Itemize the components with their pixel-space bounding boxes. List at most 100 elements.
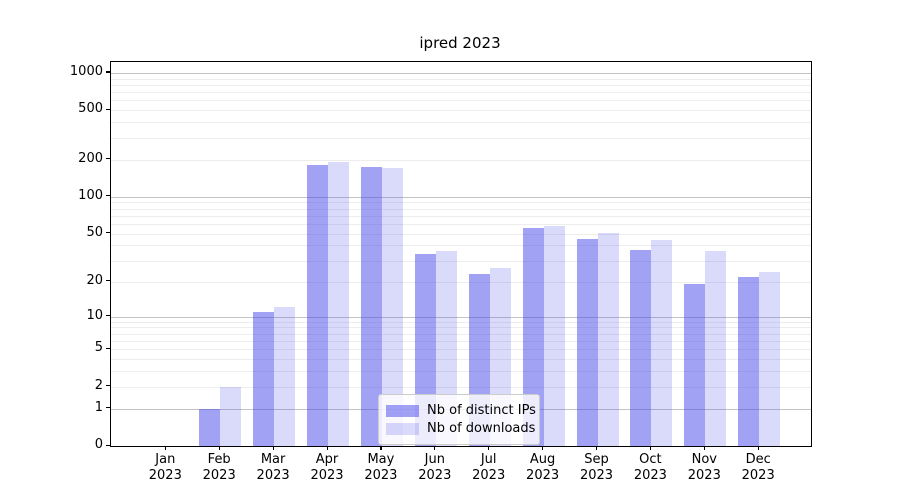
bar-oct-series0: [630, 249, 652, 446]
gridline-minor-40: [111, 245, 811, 247]
bar-nov-series1: [705, 251, 727, 446]
x-tick-month: Aug: [529, 452, 556, 467]
y-tick-50: [106, 232, 110, 234]
x-tick-aug: [542, 446, 544, 450]
x-tick-year: 2023: [364, 468, 398, 483]
bar-sep-series0: [576, 239, 598, 446]
x-tick-year: 2023: [310, 468, 344, 483]
y-tick-label-1: 1: [94, 399, 103, 415]
x-tick-year: 2023: [526, 468, 560, 483]
y-tick-5: [106, 347, 110, 349]
gridline-minor-200: [111, 159, 811, 161]
bar-mar-series0: [253, 311, 275, 446]
chart-title: ipred 2023: [419, 34, 501, 52]
bar-mar-series1: [274, 307, 296, 446]
y-tick-20: [106, 280, 110, 282]
bar-apr-series1: [328, 162, 349, 446]
y-tick-label-2: 2: [94, 377, 103, 393]
x-tick-label-oct: Oct 2023: [618, 452, 682, 484]
gridline-minor-300: [111, 137, 811, 139]
x-tick-sep: [596, 446, 598, 450]
x-tick-year: 2023: [148, 468, 182, 483]
legend-label-distinct-ips: Nb of distinct IPs: [427, 403, 536, 418]
legend-item-distinct-ips: Nb of distinct IPs: [386, 402, 536, 419]
x-tick-dec: [757, 446, 759, 450]
x-tick-label-sep: Sep 2023: [565, 452, 629, 484]
gridline-minor-7: [111, 333, 811, 335]
bar-oct-series1: [651, 240, 673, 446]
gridline-minor-80: [111, 208, 811, 210]
x-tick-month: Apr: [315, 452, 339, 467]
x-tick-jan: [164, 446, 166, 450]
bar-apr-series0: [307, 164, 328, 446]
y-tick-label-1000: 1000: [69, 63, 103, 79]
x-tick-label-feb: Feb 2023: [187, 452, 251, 484]
x-tick-month: Nov: [691, 452, 717, 467]
x-tick-may: [380, 446, 382, 450]
gridline-major-1000: [111, 72, 811, 74]
y-tick-label-20: 20: [86, 272, 103, 288]
gridline-major-100: [111, 196, 811, 198]
x-tick-oct: [649, 446, 652, 450]
y-tick-label-10: 10: [86, 307, 103, 323]
x-tick-label-aug: Aug 2023: [511, 452, 575, 484]
x-tick-jun: [434, 446, 436, 450]
bar-feb-series1: [220, 386, 242, 446]
x-tick-month: Sep: [584, 452, 609, 467]
x-tick-mar: [272, 446, 274, 450]
gridline-minor-5: [111, 349, 811, 351]
gridline-minor-800: [111, 84, 811, 86]
x-tick-label-jun: Jun 2023: [403, 452, 467, 484]
bar-may-series1: [381, 168, 403, 446]
y-tick-label-200: 200: [78, 150, 103, 166]
bar-sep-series1: [597, 232, 619, 446]
y-tick-label-500: 500: [78, 101, 103, 117]
gridline-minor-50: [111, 233, 811, 235]
gridline-minor-3: [111, 371, 811, 373]
x-tick-label-jul: Jul 2023: [457, 452, 521, 484]
legend-swatch-downloads: [386, 422, 419, 435]
bar-dec-series1: [759, 272, 781, 446]
gridline-minor-90: [111, 202, 811, 204]
bar-may-series0: [360, 167, 382, 446]
x-tick-label-mar: Mar 2023: [241, 452, 305, 484]
x-tick-apr: [326, 446, 328, 450]
gridline-minor-20: [111, 281, 811, 283]
y-tick-200: [106, 158, 110, 160]
y-tick-label-5: 5: [94, 340, 103, 356]
x-tick-year: 2023: [202, 468, 236, 483]
x-tick-feb: [218, 446, 220, 450]
legend-label-downloads: Nb of downloads: [427, 421, 536, 436]
x-tick-label-dec: Dec 2023: [726, 452, 790, 484]
x-tick-label-jan: Jan 2023: [133, 452, 197, 484]
bar-dec-series0: [738, 276, 760, 446]
gridline-minor-4: [111, 359, 811, 361]
x-tick-month: Dec: [745, 452, 771, 467]
gridline-major-10: [111, 316, 811, 318]
y-tick-1: [106, 407, 110, 409]
x-tick-year: 2023: [687, 468, 721, 483]
x-tick-label-may: May 2023: [349, 452, 413, 484]
x-tick-month: Jan: [155, 452, 176, 467]
gridline-minor-30: [111, 260, 811, 262]
y-tick-label-0: 0: [94, 437, 103, 452]
x-tick-label-apr: Apr 2023: [295, 452, 359, 484]
x-tick-month: Mar: [260, 452, 286, 467]
gridline-minor-400: [111, 122, 811, 124]
gridline-minor-900: [111, 78, 811, 80]
gridline-minor-60: [111, 224, 811, 225]
gridline-minor-9: [111, 321, 811, 323]
x-tick-year: 2023: [256, 468, 290, 483]
gridline-minor-6: [111, 340, 811, 342]
gridline-minor-600: [111, 100, 811, 102]
y-tick-label-50: 50: [86, 224, 103, 240]
bar-nov-series0: [684, 284, 706, 446]
x-tick-month: Oct: [639, 452, 662, 467]
legend-swatch-distinct-ips: [386, 404, 419, 417]
gridline-minor-70: [111, 215, 811, 217]
y-tick-500: [106, 108, 110, 110]
y-tick-2: [106, 385, 110, 387]
x-tick-month: Feb: [207, 452, 231, 467]
y-tick-label-100: 100: [78, 187, 103, 203]
gridline-minor-2: [111, 386, 811, 388]
